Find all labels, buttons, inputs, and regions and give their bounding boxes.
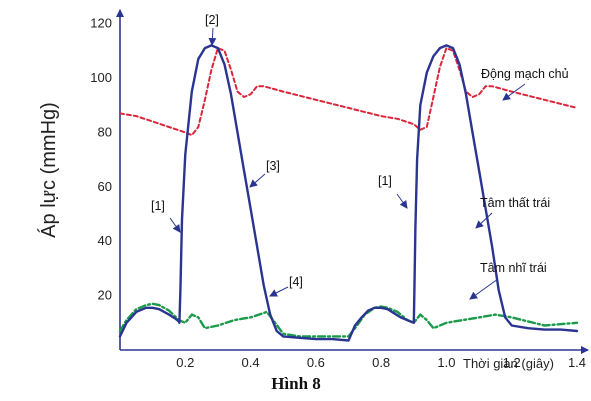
marker-3: [3]: [266, 159, 280, 173]
figure-caption: Hình 8: [271, 374, 321, 393]
marker-3-arrow: [249, 173, 266, 188]
marker-1-second: [1]: [378, 174, 392, 188]
ventricle-label: Tâm thất trái: [480, 196, 550, 210]
y-ticks: 20 40 60 80 100 120: [90, 16, 112, 303]
aorta-label: Động mạch chủ: [481, 67, 569, 81]
y-tick-label: 60: [98, 179, 112, 194]
marker-2: [2]: [205, 13, 219, 27]
x-tick-label: 0.8: [372, 355, 390, 370]
x-tick-label: 1.4: [568, 355, 586, 370]
y-tick-label: 40: [98, 233, 112, 248]
y-tick-label: 120: [90, 16, 112, 31]
atrium-label-arrow: [469, 278, 499, 300]
x-tick-label: 1.0: [437, 355, 455, 370]
marker-4-arrow: [269, 286, 289, 297]
y-tick-label: 80: [98, 124, 112, 139]
marker-1-first-arrow: [169, 217, 181, 233]
series-layer: [118, 44, 579, 342]
marker-4: [4]: [289, 275, 303, 289]
x-tick-label: 0.2: [176, 355, 194, 370]
ventricle-label-arrow: [475, 212, 493, 229]
x-tick-label: 0.4: [242, 355, 260, 370]
y-tick-label: 20: [98, 288, 112, 303]
aorta-label-arrow: [502, 83, 526, 101]
series-line-aorta: [119, 47, 578, 137]
x-ticks: 0.2 0.4 0.6 0.8 1.0 1.2 1.4: [176, 355, 586, 370]
y-axis-label: Áp lực (mmHg): [37, 102, 60, 238]
atrium-label: Tâm nhĩ trái: [480, 261, 547, 275]
marker-1-second-arrow: [396, 193, 408, 209]
marker-1-first: [1]: [151, 199, 165, 213]
x-tick-label: 1.2: [503, 355, 521, 370]
marker-2-arrow: [208, 27, 217, 46]
x-axis-label: Thời gian (giây): [463, 356, 554, 371]
series-line-ventricle: [118, 44, 579, 342]
series-line-atrium: [118, 302, 579, 338]
y-tick-label: 100: [90, 70, 112, 85]
x-tick-label: 0.6: [307, 355, 325, 370]
